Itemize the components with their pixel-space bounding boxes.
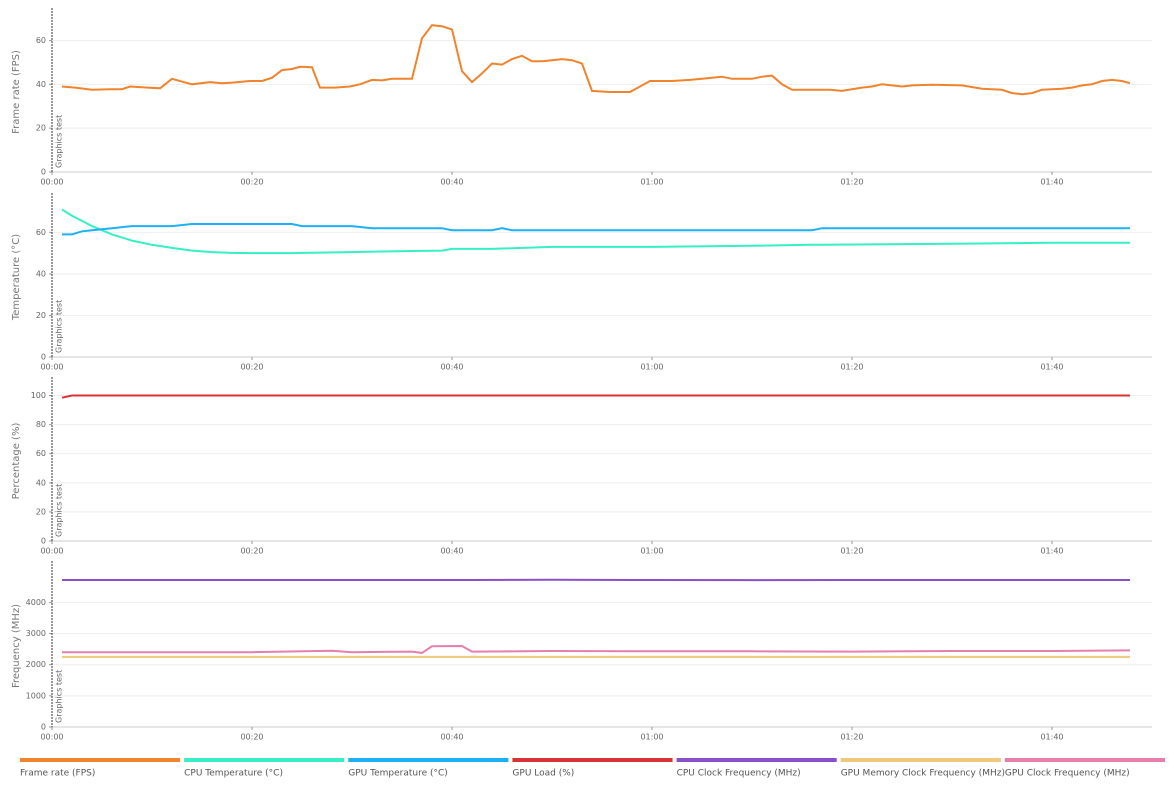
x-tick-label: 01:00 [640, 733, 663, 742]
x-tick-label: 00:00 [40, 363, 63, 372]
legend-swatch [1004, 758, 1165, 762]
y-tick-label: 60 [36, 36, 46, 45]
legend-label: GPU Load (%) [512, 769, 574, 779]
y-tick-label: 40 [36, 80, 46, 89]
y-tick-label: 0 [41, 723, 46, 732]
x-tick-label: 01:40 [1040, 733, 1063, 742]
y-tick-label: 20 [36, 507, 46, 516]
y-tick-label: 100 [31, 391, 46, 400]
legend-swatch [840, 758, 1001, 762]
y-tick-label: 20 [36, 311, 46, 320]
series-line [61, 24, 1131, 96]
x-tick-label: 00:20 [240, 733, 263, 742]
legend-label: GPU Memory Clock Frequency (MHz) [841, 769, 1005, 779]
x-tick-label: 01:40 [1040, 363, 1063, 372]
x-tick-label: 00:20 [240, 547, 263, 556]
y-axis-label: Percentage (%) [11, 423, 22, 500]
series-line [61, 394, 1130, 399]
x-tick-label: 01:40 [1040, 547, 1063, 556]
y-tick-label: 20 [36, 124, 46, 133]
y-tick-label: 60 [36, 449, 46, 458]
legend-label: GPU Clock Frequency (MHz) [1005, 769, 1130, 779]
x-tick-label: 01:20 [840, 363, 863, 372]
x-tick-label: 00:20 [240, 363, 263, 372]
y-tick-label: 80 [36, 420, 46, 429]
y-tick-label: 40 [36, 478, 46, 487]
x-tick-label: 01:40 [1040, 178, 1063, 187]
legend-label: Frame rate (FPS) [20, 769, 95, 779]
annotation: Graphics test [55, 670, 64, 723]
x-tick-label: 01:20 [840, 547, 863, 556]
x-tick-label: 01:00 [640, 363, 663, 372]
y-tick-label: 2000 [26, 660, 46, 669]
y-tick-label: 40 [36, 269, 46, 278]
x-tick-label: 01:20 [840, 733, 863, 742]
legend-swatch [348, 758, 509, 762]
y-tick-label: 3000 [26, 629, 46, 638]
x-tick-label: 00:00 [40, 178, 63, 187]
x-tick-label: 01:20 [840, 178, 863, 187]
legend-label: GPU Temperature (°C) [348, 769, 448, 779]
x-tick-label: 00:00 [40, 547, 63, 556]
y-axis-label: Frame rate (FPS) [11, 50, 22, 134]
series-line [61, 208, 1130, 255]
annotation: Graphics test [55, 300, 64, 353]
x-tick-label: 01:00 [640, 547, 663, 556]
x-tick-label: 00:20 [240, 178, 263, 187]
x-tick-label: 01:00 [640, 178, 663, 187]
annotation: Graphics test [55, 115, 64, 168]
legend-swatch [184, 758, 345, 762]
y-tick-label: 0 [41, 537, 46, 546]
legend-label: CPU Temperature (°C) [184, 769, 283, 779]
y-tick-label: 0 [41, 353, 46, 362]
annotation: Graphics test [55, 484, 64, 537]
y-axis-label: Temperature (°C) [11, 234, 22, 321]
x-tick-label: 00:00 [40, 733, 63, 742]
legend-swatch [512, 758, 673, 762]
series-line [62, 644, 1131, 654]
legend-swatch [676, 758, 837, 762]
legend-label: CPU Clock Frequency (MHz) [677, 769, 801, 779]
series-line [62, 223, 1130, 236]
x-tick-label: 00:40 [440, 733, 463, 742]
x-tick-label: 00:40 [440, 178, 463, 187]
y-tick-label: 4000 [26, 598, 46, 607]
y-tick-label: 60 [36, 228, 46, 237]
legend-swatch [20, 758, 181, 762]
x-tick-label: 00:40 [440, 363, 463, 372]
y-tick-label: 1000 [26, 691, 46, 700]
y-tick-label: 0 [41, 168, 46, 177]
y-axis-label: Frequency (MHz) [11, 604, 22, 688]
x-tick-label: 00:40 [440, 547, 463, 556]
